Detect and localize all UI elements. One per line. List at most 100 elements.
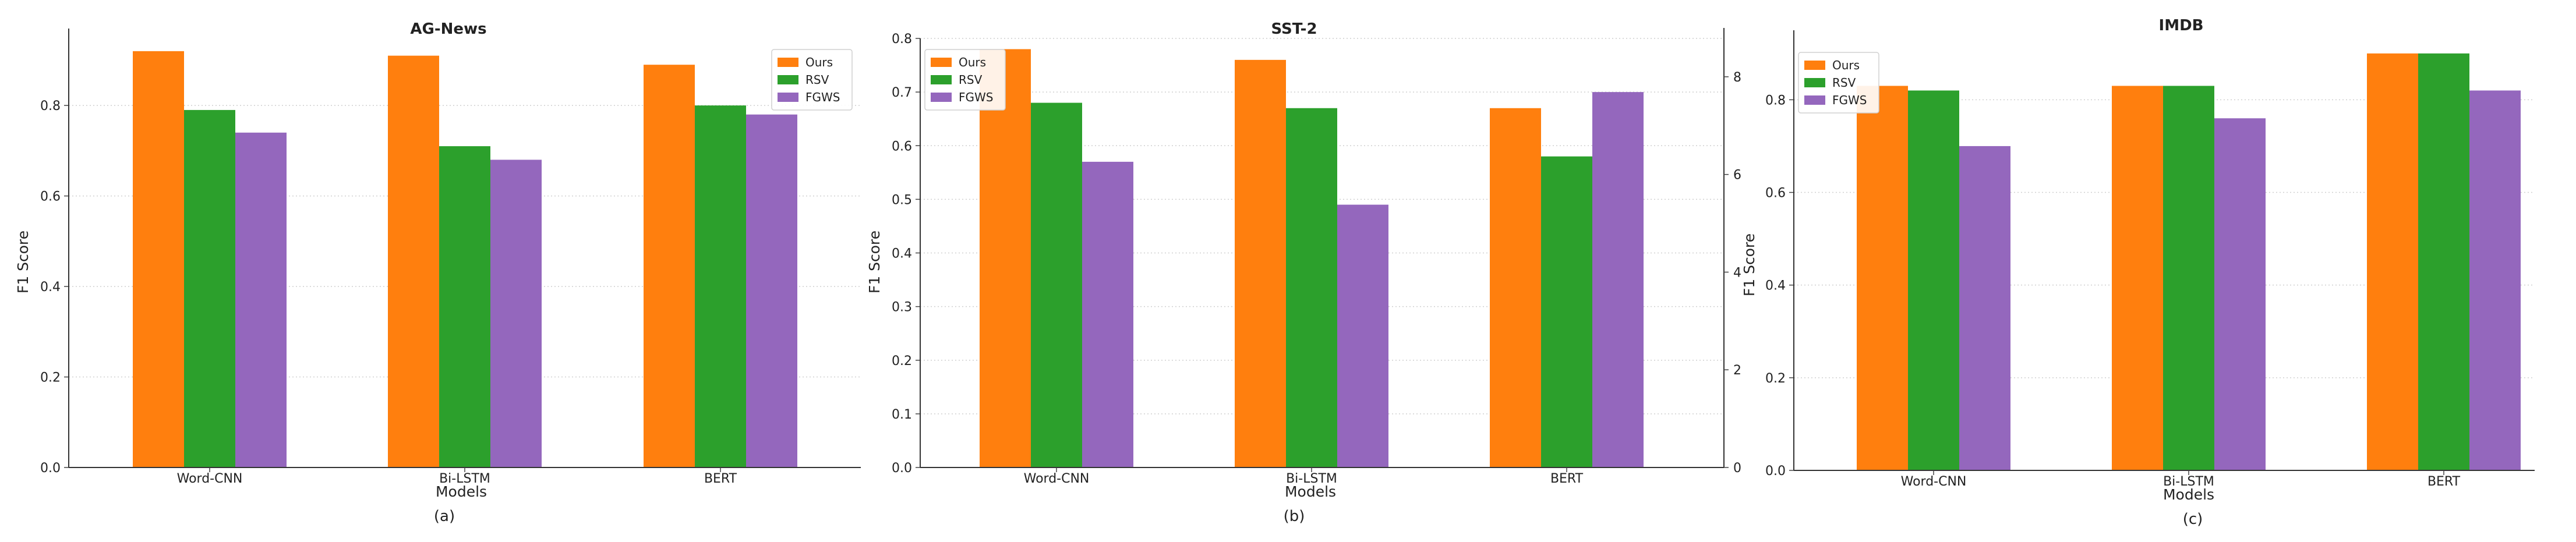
- y-axis-label: F1 Score: [1741, 233, 1758, 296]
- bar-ours: [2367, 53, 2418, 470]
- y-tick-label: 0.7: [892, 86, 912, 100]
- bar-fgws: [235, 132, 287, 467]
- y-tick-label: 0.6: [40, 190, 61, 204]
- y-tick-label: 0.8: [892, 32, 912, 47]
- bar-ours: [1857, 86, 1908, 470]
- x-axis-label: Models: [2163, 486, 2214, 503]
- y-tick-label: 0.6: [1765, 186, 1786, 201]
- legend-label: Ours: [805, 55, 833, 69]
- legend: Ours RSV FGWS: [924, 49, 1006, 111]
- legend: Ours RSV FGWS: [771, 49, 853, 111]
- legend-swatch: [778, 58, 798, 67]
- chart-1: 0.0 0.1 0.2 0.3 0.4 0.5 0.6 0.7 0.8 Word-CNN Bi-LS…: [892, 28, 1741, 486]
- bar-ours: [644, 65, 695, 468]
- legend-label: RSV: [805, 73, 829, 87]
- y-tick-label: 0.2: [40, 371, 61, 385]
- bar-ours: [1490, 108, 1541, 467]
- chart-0: 0.0 0.2 0.4 0.6 0.8 Word-CNN Bi-LSTM BERT Ours RS…: [40, 29, 861, 486]
- legend-swatch: [931, 75, 952, 84]
- bar-rsv: [2418, 53, 2469, 470]
- legend-swatch: [778, 93, 798, 102]
- x-tick-label: Word-CNN: [1901, 474, 1967, 489]
- y-tick-label: 0.8: [40, 99, 61, 114]
- bar-rsv: [184, 109, 235, 467]
- y-tick-label: 0.0: [1765, 464, 1786, 479]
- y-axis-label: F1 Score: [866, 231, 883, 293]
- panel-caption: (a): [434, 508, 455, 525]
- bar-fgws: [2214, 118, 2266, 470]
- bar-ours: [2112, 86, 2163, 470]
- y-tick-label: 0.1: [892, 408, 912, 422]
- y-tick-label: 0.0: [892, 461, 912, 476]
- legend-swatch: [1804, 78, 1825, 87]
- bar-rsv: [1541, 156, 1592, 467]
- x-axis-label: Models: [1285, 483, 1336, 500]
- bar-rsv: [1031, 102, 1082, 468]
- y-tick-label: 0.8: [1765, 93, 1786, 108]
- legend-swatch: [1804, 61, 1825, 70]
- x-tick-label: Bi-LSTM: [1286, 472, 1337, 486]
- y-tick-label: 0.3: [892, 300, 912, 315]
- bar-rsv: [2163, 86, 2214, 470]
- legend-label: RSV: [959, 73, 983, 87]
- y-tick-label: 0.5: [892, 193, 912, 207]
- x-tick-label: Word-CNN: [177, 472, 243, 486]
- chart-2: 0.0 0.2 0.4 0.6 0.8 Word-CNN Bi-LSTM BERT Ours RS…: [1765, 30, 2535, 489]
- legend-swatch: [931, 58, 952, 67]
- y-tick-label: 0.2: [1765, 371, 1786, 386]
- legend-label: FGWS: [959, 90, 993, 104]
- legend-swatch: [778, 75, 798, 84]
- x-tick-label: BERT: [2427, 474, 2461, 489]
- x-tick-label: Bi-LSTM: [439, 472, 490, 486]
- bar-ours: [133, 51, 184, 468]
- bar-fgws: [1592, 92, 1644, 467]
- panel-b: SST-2 F1 Score Models (b): [866, 20, 1336, 525]
- bar-fgws: [1082, 161, 1133, 467]
- bar-fgws: [490, 160, 542, 467]
- y-tick-label: 0.4: [892, 247, 912, 261]
- panel-a: AG-News F1 Score Models (a): [15, 20, 487, 525]
- bar-ours: [1235, 59, 1286, 468]
- bar-fgws: [746, 114, 797, 467]
- y-tick-label: 0.6: [892, 139, 912, 154]
- x-tick-label: BERT: [704, 472, 737, 486]
- y2-tick-label: 6: [1733, 168, 1741, 183]
- y2-tick-label: 8: [1733, 70, 1741, 85]
- panel-caption: (b): [1284, 508, 1305, 525]
- bar-fgws: [2469, 90, 2521, 470]
- y-tick-label: 0.4: [1765, 279, 1786, 293]
- x-tick-label: Word-CNN: [1024, 472, 1090, 486]
- x-tick-label: BERT: [1550, 472, 1584, 486]
- panel-c: IMDB F1 Score Models (c): [1741, 17, 2214, 528]
- legend-swatch: [1804, 95, 1825, 105]
- y2-tick-label: 4: [1733, 265, 1741, 280]
- y-tick-label: 0.4: [40, 280, 61, 295]
- legend-label: Ours: [959, 55, 986, 69]
- y-tick-label: 0.0: [40, 461, 61, 476]
- bar-rsv: [1286, 108, 1337, 467]
- panel-caption: (c): [2183, 511, 2203, 528]
- legend-label: RSV: [1832, 76, 1856, 90]
- legend: Ours RSV FGWS: [1798, 52, 1879, 114]
- bar-rsv: [439, 146, 490, 467]
- bar-ours: [980, 49, 1031, 468]
- x-tick-label: Bi-LSTM: [2163, 474, 2214, 489]
- legend-label: FGWS: [805, 90, 840, 104]
- bar-fgws: [1959, 146, 2010, 470]
- y2-tick-label: 0: [1733, 461, 1741, 476]
- chart-title: SST-2: [1271, 20, 1317, 38]
- bar-rsv: [695, 105, 746, 467]
- x-axis-label: Models: [436, 483, 487, 500]
- y-axis-label: F1 Score: [15, 231, 31, 293]
- bar-fgws: [1337, 204, 1388, 467]
- y-tick-label: 0.2: [892, 354, 912, 369]
- chart-title: AG-News: [410, 20, 486, 38]
- chart-title: IMDB: [2159, 17, 2204, 34]
- bar-ours: [388, 55, 439, 468]
- legend-label: Ours: [1832, 58, 1860, 72]
- legend-swatch: [931, 93, 952, 102]
- bar-rsv: [1908, 90, 1959, 470]
- legend-label: FGWS: [1832, 93, 1867, 107]
- y2-tick-label: 2: [1733, 363, 1741, 378]
